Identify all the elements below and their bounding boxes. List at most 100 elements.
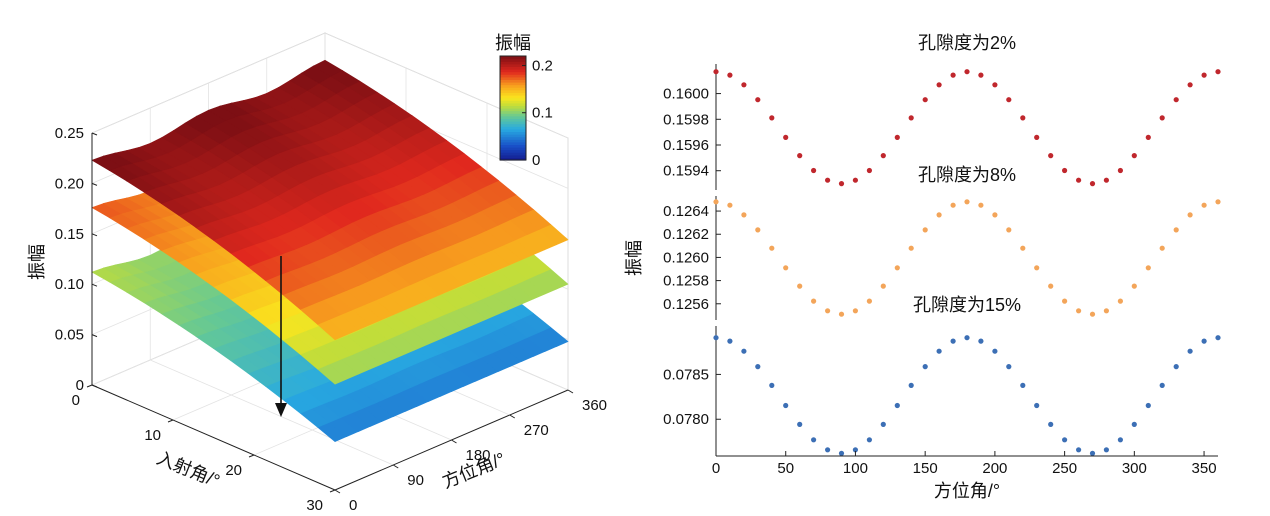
z-tick-mark [91, 283, 98, 287]
z-tick-label: 0.25 [55, 125, 84, 142]
azimuth-tick-label: 270 [524, 422, 549, 439]
data-point [741, 212, 747, 218]
data-point [992, 348, 998, 354]
z-tick-mark [91, 233, 98, 237]
z-axis-label: 振幅 [27, 244, 47, 280]
colorbar-segment [500, 66, 526, 70]
data-point [1062, 298, 1068, 304]
y-tick-label: 0.1256 [663, 296, 709, 313]
data-point [1034, 265, 1040, 271]
colorbar-segment [500, 89, 526, 93]
x-tick-label: 350 [1192, 460, 1217, 477]
data-point [936, 212, 942, 218]
azimuth-tick-mark [392, 464, 399, 469]
colorbar-title: 振幅 [495, 33, 531, 53]
data-point [950, 338, 956, 344]
data-point [852, 177, 859, 183]
data-point [978, 72, 984, 78]
data-point [908, 245, 914, 251]
y-tick-label: 0.0785 [663, 366, 709, 383]
colorbar-segment [500, 82, 526, 86]
y-tick-label: 0.1258 [663, 273, 709, 290]
colorbar-segment [500, 154, 526, 158]
data-point [1076, 308, 1082, 314]
colorbar-segment [500, 139, 526, 143]
data-point [838, 311, 845, 317]
data-point [727, 202, 733, 208]
data-point [769, 115, 775, 121]
data-point [866, 167, 873, 174]
data-point [1048, 283, 1054, 289]
data-point [964, 69, 970, 75]
data-point [1201, 338, 1207, 344]
colorbar-segment [500, 105, 526, 109]
data-point [894, 134, 900, 140]
surface-3 [91, 59, 569, 341]
data-point [1062, 167, 1068, 174]
colorbar-segment [500, 121, 526, 125]
data-point [852, 308, 859, 314]
colorbar-segment [500, 87, 526, 91]
data-point [1173, 227, 1179, 233]
z-tick-mark [91, 384, 98, 388]
azimuth-tick-label: 360 [582, 397, 607, 414]
z-tick-label: 0.10 [55, 276, 84, 293]
x-tick-label: 100 [843, 460, 868, 477]
x-tick-label: 150 [913, 460, 938, 477]
data-point [1201, 202, 1207, 208]
scatter-panel-1: 0.1594 0.1596 0.1598 0.1600 孔隙度为2% [663, 33, 1221, 190]
z-tick-mark [91, 132, 98, 136]
data-point [1103, 447, 1109, 453]
z-tick-label: 0 [76, 377, 84, 394]
data-point [1215, 69, 1221, 75]
data-point [1034, 402, 1040, 409]
y-tick-label: 0.1262 [663, 226, 709, 243]
panel-title: 孔隙度为8% [918, 165, 1016, 185]
data-point [1117, 298, 1123, 304]
data-point [1076, 177, 1082, 183]
data-point [755, 364, 761, 370]
panel-title: 孔隙度为2% [918, 33, 1016, 53]
colorbar-segment [500, 134, 526, 138]
data-point [880, 153, 886, 159]
data-point [797, 283, 803, 289]
colorbar-segment [500, 110, 526, 114]
data-point [825, 447, 831, 453]
data-point [1131, 421, 1137, 427]
colorbar-segment [500, 123, 526, 127]
colorbar-segment [500, 95, 526, 99]
data-point [1159, 382, 1165, 388]
colorbar-segment [500, 74, 526, 78]
x-tick-label: 300 [1122, 460, 1147, 477]
data-point [922, 227, 928, 233]
data-point [1131, 283, 1137, 289]
data-point [1006, 97, 1012, 103]
incidence-tick-mark [329, 489, 336, 493]
z-tick-label: 0.05 [55, 327, 84, 344]
y-tick-label: 0.1596 [663, 137, 709, 154]
data-point [769, 245, 775, 251]
colorbar-segment [500, 147, 526, 151]
data-point [713, 69, 719, 75]
colorbar-segment [500, 115, 526, 119]
data-point [783, 402, 789, 409]
data-point [866, 298, 873, 304]
data-point [825, 308, 831, 314]
data-point [1187, 348, 1193, 354]
data-point [1062, 437, 1068, 443]
colorbar-segment [500, 69, 526, 73]
data-point [1159, 115, 1165, 121]
data-point [1020, 382, 1026, 388]
data-point [950, 202, 956, 208]
incidence-tick-label: 20 [225, 462, 242, 479]
data-point [783, 265, 789, 271]
colorbar-segment [500, 149, 526, 153]
data-point [908, 115, 914, 121]
data-point [1145, 265, 1151, 271]
incidence-tick-mark [86, 384, 93, 388]
data-point [936, 82, 942, 88]
data-point [1131, 153, 1137, 159]
data-point [1006, 227, 1012, 233]
incidence-tick-label: 10 [144, 427, 161, 444]
data-point [852, 447, 859, 453]
